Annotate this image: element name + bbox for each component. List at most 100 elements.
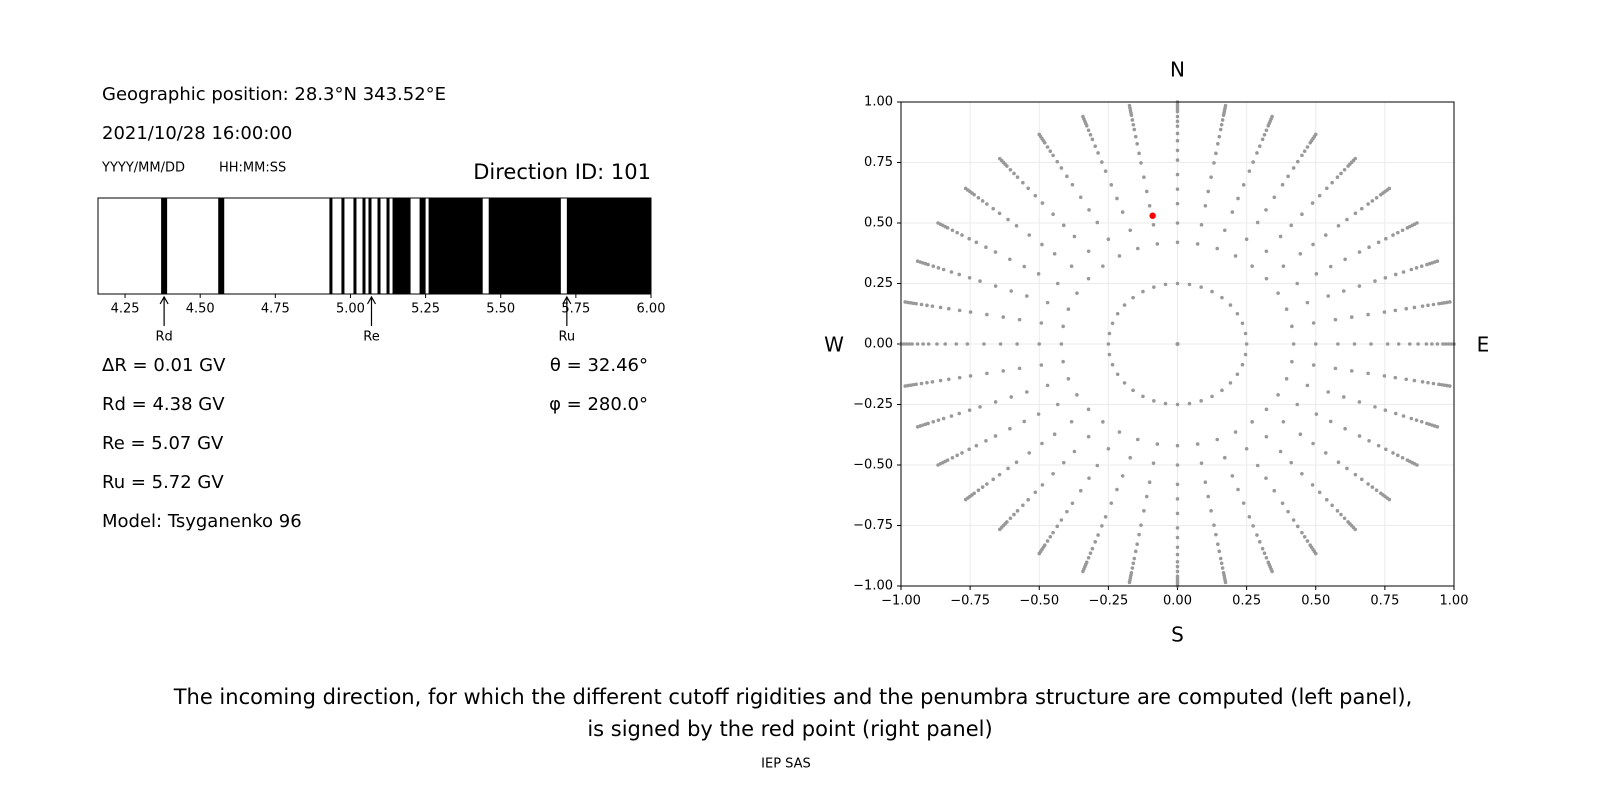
forbidden-band <box>392 198 411 294</box>
direction-point <box>1131 388 1135 393</box>
direction-point <box>1022 419 1027 424</box>
direction-point <box>1311 321 1316 325</box>
x-tick-label: −0.75 <box>950 594 990 609</box>
direction-point <box>1435 259 1440 264</box>
direction-point <box>1264 249 1269 254</box>
direction-point <box>980 485 985 489</box>
direction-point <box>1255 463 1260 468</box>
direction-point <box>985 482 989 486</box>
direction-point <box>1300 212 1304 217</box>
direction-point <box>1103 169 1108 173</box>
direction-point <box>1336 460 1341 465</box>
direction-point <box>1117 254 1122 258</box>
direction-point <box>1343 257 1347 262</box>
direction-point <box>1230 210 1235 214</box>
direction-point <box>1302 149 1307 153</box>
direction-point <box>1280 501 1285 506</box>
direction-point <box>1370 199 1375 203</box>
direction-point <box>1244 446 1249 451</box>
x-tick-label: −1.00 <box>881 594 921 609</box>
direction-point <box>960 233 964 237</box>
direction-point <box>1244 342 1249 346</box>
direction-point <box>1235 311 1240 316</box>
direction-point <box>1357 434 1362 438</box>
direction-point <box>1055 402 1060 407</box>
direction-point <box>1059 342 1064 346</box>
direction-point <box>1262 551 1267 556</box>
direction-point <box>1342 516 1347 521</box>
direction-point <box>946 377 951 382</box>
direction-point <box>943 342 948 346</box>
direction-point <box>1333 366 1338 371</box>
direction-point <box>1072 449 1077 454</box>
direction-point <box>1393 308 1398 313</box>
direction-point <box>991 206 996 211</box>
direction-point <box>982 342 986 346</box>
direction-point <box>1175 187 1180 191</box>
forbidden-band <box>428 198 483 294</box>
direction-point <box>974 240 979 245</box>
direction-point <box>1130 566 1135 570</box>
direction-point <box>1313 132 1318 137</box>
direction-point <box>976 488 981 493</box>
delta-r: ΔR = 0.01 GV <box>102 355 226 376</box>
direction-point <box>1441 342 1445 346</box>
direction-point <box>1353 156 1358 161</box>
direction-point <box>1359 477 1364 482</box>
direction-point <box>1128 455 1133 460</box>
direction-point <box>993 434 998 438</box>
direction-point <box>1093 540 1098 544</box>
direction-point <box>1137 532 1141 537</box>
direction-point <box>1366 371 1370 376</box>
x-tick-label: 6.00 <box>637 302 666 317</box>
direction-point <box>1008 257 1012 262</box>
direction-point <box>1439 301 1444 306</box>
direction-point <box>978 405 982 409</box>
direction-point <box>1096 533 1100 537</box>
y-tick-label: 0.50 <box>864 216 893 231</box>
direction-point <box>1139 523 1143 527</box>
direction-point <box>1289 223 1294 228</box>
direction-point <box>1387 186 1392 191</box>
direction-point <box>1443 342 1448 346</box>
direction-point <box>1078 488 1083 493</box>
direction-point <box>1400 455 1405 460</box>
direction-point <box>1051 153 1055 158</box>
direction-point <box>1203 203 1208 208</box>
direction-point <box>1175 131 1180 136</box>
direction-point <box>1305 539 1310 543</box>
selected-direction <box>1149 212 1156 219</box>
direction-point <box>957 308 962 313</box>
direction-point <box>1175 402 1180 407</box>
direction-point <box>1311 441 1315 446</box>
direction-point <box>1014 223 1019 228</box>
direction-point <box>1106 446 1111 451</box>
y-tick-label: 0.25 <box>864 276 893 291</box>
direction-point <box>1066 307 1071 312</box>
direction-point <box>1236 196 1240 201</box>
direction-point <box>1175 552 1180 557</box>
direction-point <box>949 270 954 274</box>
direction-point <box>1314 272 1319 276</box>
forbidden-band <box>419 198 426 294</box>
direction-point <box>1059 518 1064 522</box>
direction-point <box>1175 148 1180 153</box>
x-tick-label: 4.50 <box>186 302 215 317</box>
x-tick-label: 5.25 <box>411 302 440 317</box>
direction-point <box>1373 279 1377 283</box>
direction-point <box>1383 408 1388 413</box>
direction-point <box>1048 149 1053 153</box>
direction-point <box>1137 151 1141 156</box>
direction-point <box>1065 509 1069 514</box>
direction-point <box>1435 342 1440 346</box>
direction-point <box>1357 250 1362 254</box>
direction-point <box>1278 234 1283 239</box>
direction-point <box>1199 399 1203 403</box>
direction-point <box>1022 264 1027 269</box>
direction-point <box>1025 294 1029 298</box>
direction-point <box>1250 264 1254 268</box>
direction-point <box>908 301 913 305</box>
direction-point <box>1069 264 1074 269</box>
direction-point <box>1175 564 1180 569</box>
direction-point <box>1130 118 1135 122</box>
